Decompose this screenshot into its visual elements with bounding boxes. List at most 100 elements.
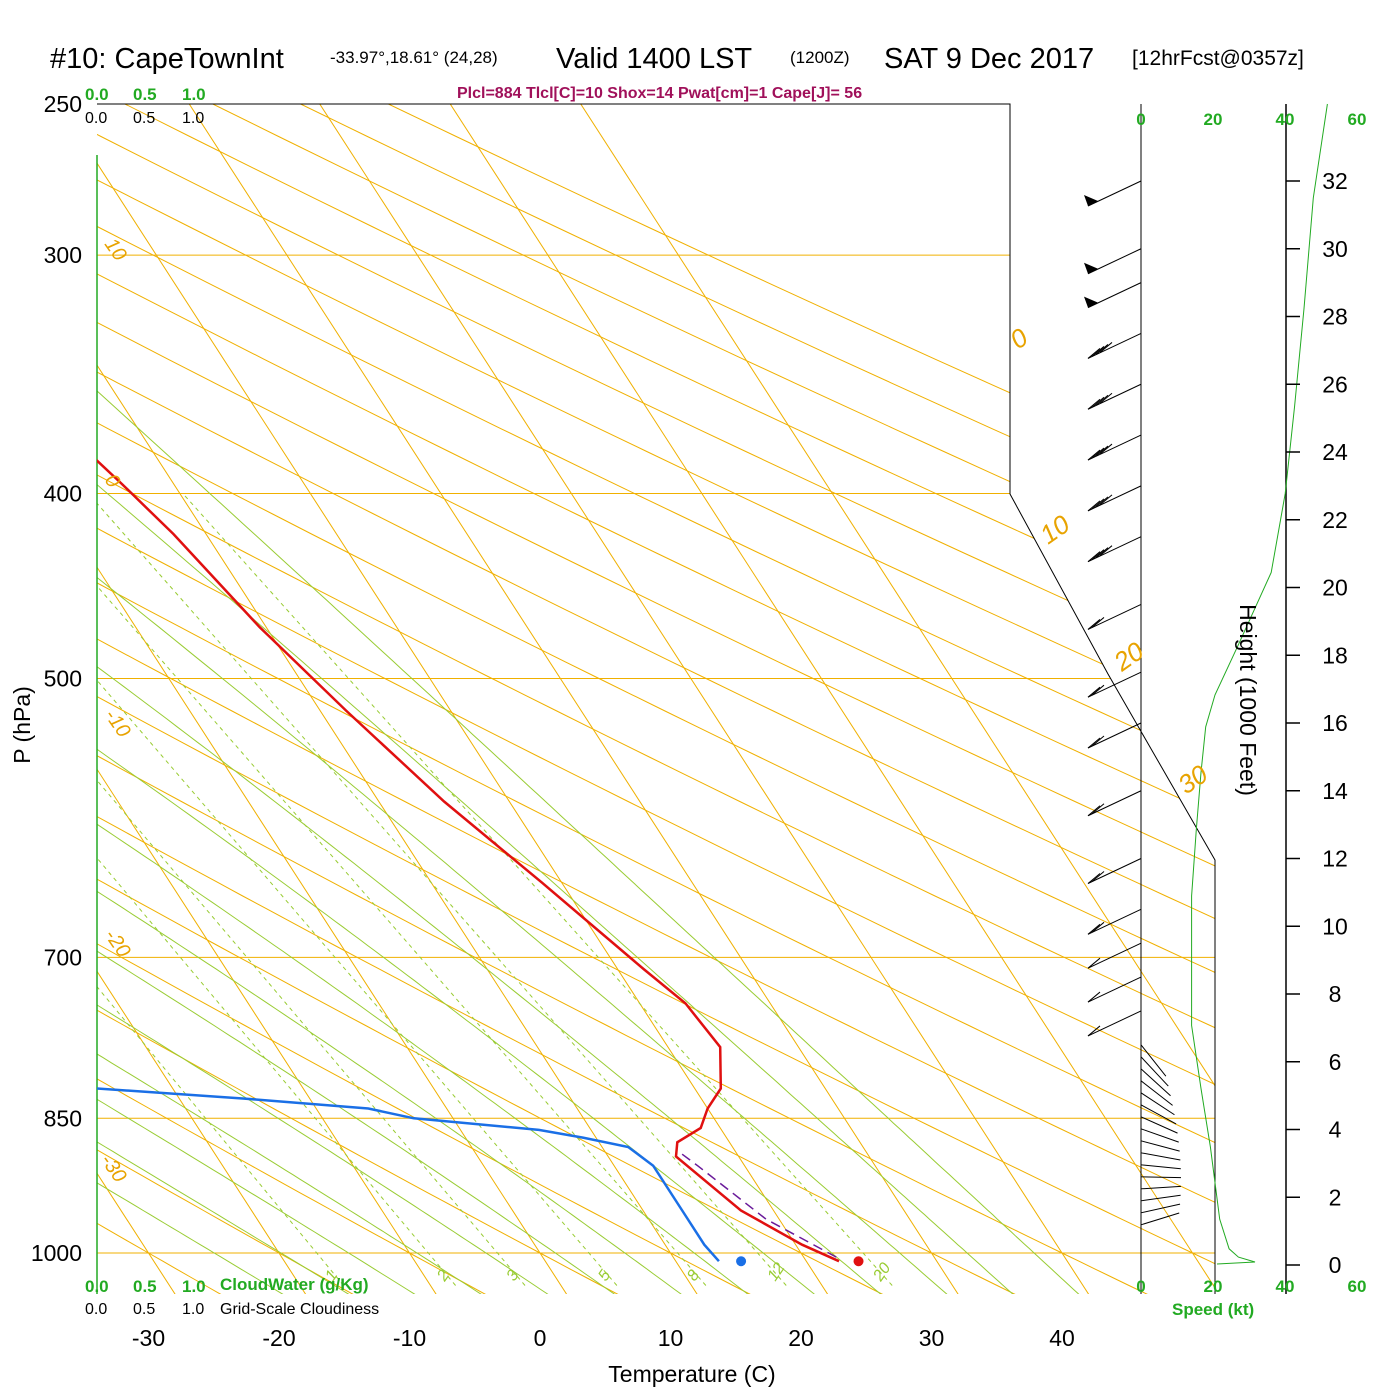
mixing-ratio-line-3 bbox=[97, 493, 526, 1286]
cloud-top-green-1: 0.5 bbox=[133, 85, 157, 104]
wind-barb-staff bbox=[1140, 1068, 1171, 1097]
wind-barb-staff bbox=[1087, 976, 1142, 1003]
wind-barb-feather bbox=[1087, 398, 1101, 410]
wind-barb-staff bbox=[1087, 282, 1142, 309]
cloud-bottom-black-2: 1.0 bbox=[182, 1301, 204, 1318]
wind-barb-staff bbox=[1140, 1203, 1181, 1214]
station-title: #10: CapeTownInt bbox=[50, 43, 284, 75]
isotherm-10 bbox=[97, 104, 722, 1294]
cloud-bottom-green-0: 0.0 bbox=[85, 1277, 109, 1296]
height-label-14: 14 bbox=[1322, 778, 1348, 804]
wind-barb-feather bbox=[1099, 443, 1113, 455]
moist-adiabat-10 bbox=[97, 104, 712, 1294]
dry-adiabat-label-10: 10 bbox=[1034, 508, 1075, 549]
dry-adiabat-40 bbox=[97, 104, 1195, 1294]
dry-adiabat-80 bbox=[97, 104, 1215, 1294]
x-tick-label: 30 bbox=[919, 1325, 945, 1351]
isotherm-50 bbox=[427, 104, 1215, 1294]
cloudiness-label: Grid-Scale Cloudiness bbox=[220, 1301, 379, 1318]
y-axis-title: P (hPa) bbox=[9, 686, 35, 764]
height-label-26: 26 bbox=[1322, 371, 1348, 397]
dry-adiabat-50 bbox=[97, 104, 1215, 1294]
moist-adiabat-25 bbox=[97, 104, 908, 1294]
utc-time: (1200Z) bbox=[790, 48, 850, 67]
wind-barb-staff bbox=[1140, 1212, 1180, 1226]
mixing-ratio-label-5: 5 bbox=[595, 1267, 614, 1284]
pressure-label-400: 400 bbox=[44, 481, 82, 507]
pressure-label-1000: 1000 bbox=[31, 1240, 82, 1266]
isotherm-40 bbox=[297, 104, 1114, 1294]
wind-barb-staff bbox=[1140, 1176, 1182, 1179]
wind-barb-feather bbox=[1087, 619, 1101, 630]
speed-bottom-label-0: 0 bbox=[1136, 1277, 1145, 1296]
wind-barb-feather bbox=[1095, 445, 1109, 457]
wind-barb-feather bbox=[1087, 805, 1101, 817]
wind-barb-feather bbox=[1091, 617, 1105, 628]
isotherm-20 bbox=[97, 104, 853, 1294]
cloud-bottom-black-0: 0.0 bbox=[85, 1301, 107, 1318]
wind-barb-feather bbox=[1091, 871, 1105, 882]
speed-top-label-0: 0 bbox=[1136, 110, 1145, 129]
height-axis-title: Height (1000 Feet) bbox=[1235, 604, 1261, 796]
dry-adiabat-190 bbox=[231, 104, 1215, 1294]
dry-adiabat-140 bbox=[97, 104, 1215, 1294]
x-tick-label: -20 bbox=[262, 1325, 295, 1351]
speed-bottom-label-40: 40 bbox=[1276, 1277, 1295, 1296]
dry-adiabat-70 bbox=[97, 104, 1215, 1294]
moist-adiabat-35 bbox=[97, 104, 1039, 1294]
cloud-bottom-black-1: 0.5 bbox=[133, 1301, 155, 1318]
height-label-28: 28 bbox=[1322, 304, 1348, 330]
wind-barb-feather bbox=[1091, 396, 1105, 408]
dry-adiabat-160 bbox=[97, 104, 1215, 1294]
isotherm-30 bbox=[166, 104, 983, 1294]
x-axis-title: Temperature (C) bbox=[608, 1361, 775, 1387]
wind-barb-staff bbox=[1140, 1056, 1169, 1087]
wind-barb-staff bbox=[1087, 603, 1142, 630]
dry-adiabat-150 bbox=[97, 104, 1215, 1294]
wind-barb-staff bbox=[1087, 671, 1142, 698]
cloudwater-label: CloudWater (g/Kg) bbox=[220, 1275, 369, 1294]
pressure-label-850: 850 bbox=[44, 1105, 82, 1131]
thermo-grid bbox=[97, 104, 1215, 1294]
dry-adiabat-label-30: 30 bbox=[1172, 758, 1213, 799]
stability-indices: Plcl=884 Tlcl[C]=10 Shox=14 Pwat[cm]=1 C… bbox=[457, 85, 862, 102]
plot-frame bbox=[97, 103, 1216, 1294]
wind-barb-staff bbox=[1140, 1140, 1180, 1152]
isotherm-60 bbox=[558, 104, 1215, 1294]
x-tick-label: 10 bbox=[658, 1325, 684, 1351]
height-label-0: 0 bbox=[1329, 1252, 1342, 1278]
dry-adiabat-120 bbox=[97, 104, 1215, 1294]
wind-barb-staff bbox=[1087, 485, 1142, 512]
speed-axis-title: Speed (kt) bbox=[1172, 1300, 1254, 1319]
wind-barb-staff bbox=[1087, 332, 1142, 359]
wind-barb-feather bbox=[1087, 1025, 1101, 1037]
wind-barb-staff bbox=[1140, 1194, 1181, 1202]
pressure-label-250: 250 bbox=[44, 91, 82, 117]
wind-barb-staff bbox=[1087, 858, 1142, 884]
wind-barb-feather bbox=[1087, 551, 1101, 563]
dry-adiabat-label-0: 0 bbox=[1004, 322, 1033, 355]
isotherm-label--10: -10 bbox=[100, 705, 135, 741]
wind-barb-pennant bbox=[1084, 195, 1098, 206]
wind-barb-feather bbox=[1087, 449, 1101, 461]
height-label-4: 4 bbox=[1329, 1117, 1342, 1143]
wind-barb-staff bbox=[1087, 790, 1142, 817]
valid-date: SAT 9 Dec 2017 bbox=[884, 43, 1094, 75]
isotherm--20 bbox=[97, 104, 331, 1294]
moist-adiabat-20 bbox=[97, 104, 843, 1294]
cloud-top-black-0: 0.0 bbox=[85, 110, 107, 127]
pressure-label-500: 500 bbox=[44, 666, 82, 692]
dry-adiabat-0 bbox=[97, 104, 661, 1294]
moist-adiabat--20 bbox=[97, 104, 321, 1294]
height-label-18: 18 bbox=[1322, 642, 1348, 668]
station-coords: -33.97°,18.61° (24,28) bbox=[330, 48, 498, 67]
cloud-top-green-0: 0.0 bbox=[85, 85, 109, 104]
parcel-line bbox=[677, 1150, 837, 1258]
moist-adiabat--15 bbox=[97, 104, 386, 1294]
wind-barb-feather bbox=[1091, 803, 1105, 815]
mixing-ratio-line-8 bbox=[97, 493, 707, 1286]
speed-bottom-label-60: 60 bbox=[1348, 1277, 1367, 1296]
wind-barb-feather bbox=[1091, 346, 1105, 357]
speed-bottom-label-20: 20 bbox=[1204, 1277, 1223, 1296]
